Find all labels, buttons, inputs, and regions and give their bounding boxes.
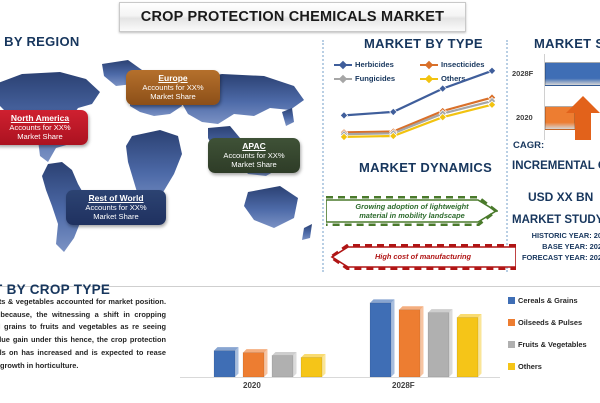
legend-label: Fruits & Vegetables	[518, 340, 587, 349]
restraint-text: High cost of manufacturing	[374, 252, 472, 262]
region-share-line2: Market Share	[231, 159, 277, 169]
historic-year: HISTORIC YEAR: 20	[531, 231, 600, 240]
cagr-label: CAGR:	[513, 140, 545, 151]
region-name: APAC	[242, 141, 266, 151]
market-study-period-heading: MARKET STUDY P	[512, 214, 600, 226]
forecast-year: FORECAST YEAR: 202	[522, 253, 600, 262]
heading-market-by-region: T BY REGION	[0, 34, 80, 49]
legend-marker-icon	[334, 74, 352, 83]
region-callout-rest-of-world[interactable]: Rest of World Accounts for XX% Market Sh…	[66, 190, 166, 225]
legend-swatch-icon	[508, 319, 515, 326]
legend-item-fruits-vegetables[interactable]: Fruits & Vegetables	[508, 340, 600, 349]
legend-marker-icon	[420, 74, 438, 83]
line-chart-legend: Herbicides Insecticides Fungicides Other…	[334, 60, 506, 88]
bar-group-label-2020: 2020	[243, 381, 261, 390]
legend-label: Oilseeds & Pulses	[518, 318, 583, 327]
legend-swatch-icon	[508, 363, 515, 370]
legend-item-others[interactable]: Others	[420, 74, 506, 83]
heading-market-by-crop-type: T BY CROP TYPE	[0, 282, 111, 297]
dynamics-driver-arrow[interactable]: Growing adoption of lightweight material…	[326, 196, 498, 226]
driver-text: Growing adoption of lightweight material…	[355, 201, 469, 220]
legend-label: Cereals & Grains	[518, 296, 578, 305]
legend-label: Insecticides	[441, 60, 485, 69]
region-share-line1: Accounts for XX%	[142, 83, 204, 93]
incremental-growth-value: USD XX BN	[528, 190, 594, 204]
legend-item-insecticides[interactable]: Insecticides	[420, 60, 506, 69]
legend-item-cereals-grains[interactable]: Cereals & Grains	[508, 296, 600, 305]
region-share-line2: Market Share	[150, 91, 196, 101]
region-name: North America	[10, 113, 70, 123]
line-chart-svg	[339, 66, 497, 142]
legend-swatch-icon	[508, 297, 515, 304]
restraint-arrow-shape	[330, 244, 516, 270]
legend-label: Others	[518, 362, 542, 371]
legend-item-others[interactable]: Others	[508, 362, 600, 371]
heading-market-size: MARKET SIZ	[534, 36, 600, 51]
growth-up-arrow-icon	[566, 96, 600, 140]
page-title-banner: CROP PROTECTION CHEMICALS MARKET	[119, 2, 466, 32]
page-title: CROP PROTECTION CHEMICALS MARKET	[140, 9, 445, 25]
legend-swatch-icon	[508, 341, 515, 348]
legend-item-oilseeds-pulses[interactable]: Oilseeds & Pulses	[508, 318, 600, 327]
divider-vertical-left	[322, 40, 324, 272]
legend-label: Fungicides	[355, 74, 396, 83]
base-year: BASE YEAR: 202	[542, 242, 600, 251]
region-share-line2: Market Share	[93, 211, 139, 221]
crop-type-paragraph: ese, fruits & vegetables accounted for m…	[0, 297, 166, 370]
legend-label: Others	[441, 74, 466, 83]
driver-arrow-shape	[326, 196, 498, 226]
market-by-crop-type-bar-chart	[176, 288, 506, 398]
crop-type-legend: Cereals & Grains Oilseeds & Pulses Fruit…	[508, 296, 600, 384]
bar-category-label-2028f: 2028F	[512, 69, 534, 78]
heading-market-dynamics: MARKET DYNAMICS	[359, 160, 493, 175]
region-callout-apac[interactable]: APAC Accounts for XX% Market Share	[208, 138, 300, 173]
bar-category-label-2020: 2020	[516, 113, 533, 122]
grouped-bar-chart-svg	[213, 299, 482, 378]
market-by-type-line-chart	[332, 56, 502, 152]
divider-horizontal	[0, 286, 600, 287]
region-callout-europe[interactable]: Europe Accounts for XX% Market Share	[126, 70, 220, 105]
divider-vertical-right	[506, 40, 508, 272]
legend-item-fungicides[interactable]: Fungicides	[334, 74, 420, 83]
region-share-line1: Accounts for XX%	[85, 203, 147, 213]
region-share-line1: Accounts for XX%	[9, 123, 71, 133]
legend-marker-icon	[420, 60, 438, 69]
bar-axis-line	[544, 54, 545, 140]
region-callout-north-america[interactable]: North America Accounts for XX% Market Sh…	[0, 110, 88, 145]
region-name: Rest of World	[88, 193, 144, 203]
dynamics-restraint-arrow[interactable]: High cost of manufacturing	[330, 244, 516, 270]
bar-2028f	[545, 62, 600, 86]
legend-label: Herbicides	[355, 60, 394, 69]
legend-item-herbicides[interactable]: Herbicides	[334, 60, 420, 69]
incremental-growth-heading: INCREMENTAL GR	[512, 160, 600, 172]
bar-group-label-2028f: 2028F	[392, 381, 415, 390]
bar-chart-baseline	[180, 377, 500, 378]
region-share-line2: Market Share	[17, 131, 63, 141]
heading-market-by-type: MARKET BY TYPE	[364, 36, 483, 51]
legend-marker-icon	[334, 60, 352, 69]
region-name: Europe	[158, 73, 188, 83]
region-share-line1: Accounts for XX%	[223, 151, 285, 161]
